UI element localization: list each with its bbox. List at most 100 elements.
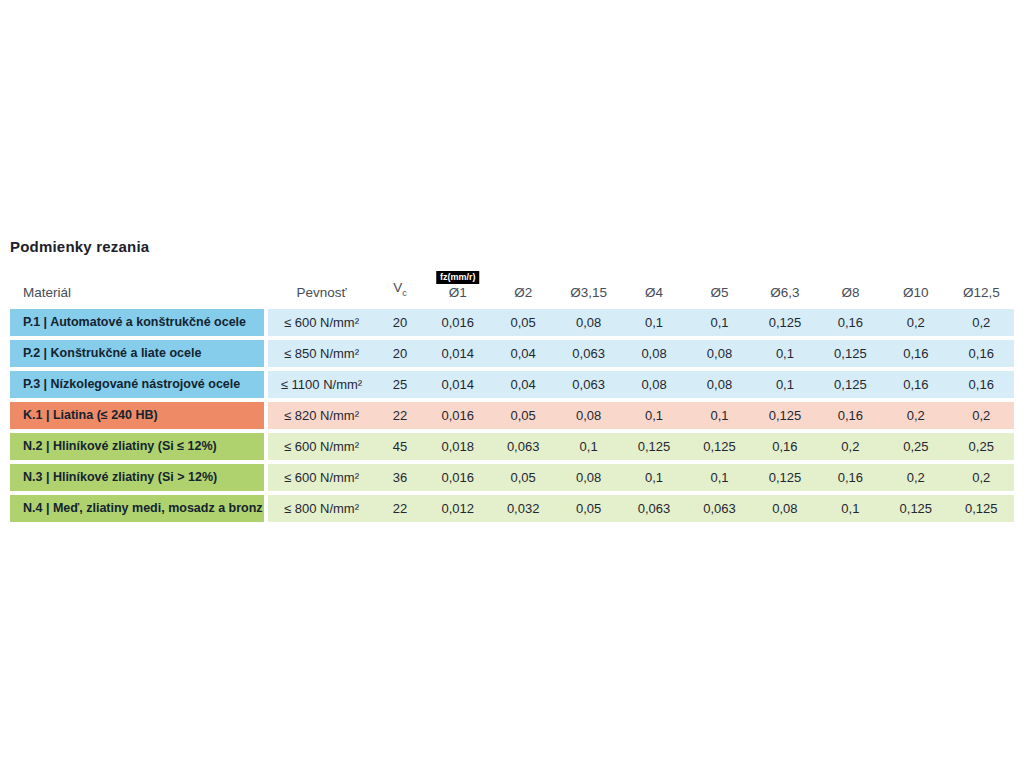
fz-cell: 0,2 <box>949 408 1014 423</box>
fz-cell: 0,08 <box>687 377 752 392</box>
table-row: N.2 | Hliníkové zliatiny (Si ≤ 12%) ≤ 60… <box>10 433 1014 460</box>
fz-cell: 0,16 <box>752 439 817 454</box>
fz-cell: 0,05 <box>556 501 621 516</box>
pevnost-cell: ≤ 1100 N/mm² <box>268 377 375 392</box>
fz-cell: 0,125 <box>883 501 948 516</box>
col-header-d3: Ø3,15 <box>556 285 621 301</box>
fz-cell: 0,04 <box>490 346 555 361</box>
fz-cell: 0,2 <box>883 315 948 330</box>
fz-cell: 0,012 <box>425 501 490 516</box>
col-header-d6: Ø6,3 <box>752 285 817 301</box>
fz-cell: 0,25 <box>883 439 948 454</box>
fz-cell: 0,08 <box>556 470 621 485</box>
fz-cell: 0,125 <box>818 377 883 392</box>
fz-cell: 0,16 <box>818 408 883 423</box>
fz-cell: 0,063 <box>556 346 621 361</box>
col-header-pevnost: Pevnosť <box>268 285 375 301</box>
fz-cell: 0,063 <box>556 377 621 392</box>
fz-cell: 0,125 <box>818 346 883 361</box>
col-header-d5: Ø5 <box>687 285 752 301</box>
vc-cell: 22 <box>375 408 425 423</box>
material-cell: P.1 | Automatové a konštrukčné ocele <box>10 309 268 336</box>
fz-cell: 0,05 <box>490 470 555 485</box>
col-header-d4: Ø4 <box>621 285 686 301</box>
fz-cell: 0,16 <box>818 315 883 330</box>
fz-unit-badge: fz(mm/r) <box>436 271 480 284</box>
fz-cell: 0,014 <box>425 346 490 361</box>
table-row: P.1 | Automatové a konštrukčné ocele ≤ 6… <box>10 309 1014 336</box>
fz-cell: 0,16 <box>949 346 1014 361</box>
page: Podmienky rezania Materiál Pevnosť Vc fz… <box>0 0 1024 768</box>
col-header-material: Materiál <box>10 285 268 301</box>
fz-cell: 0,04 <box>490 377 555 392</box>
table-row: N.4 | Meď, zliatiny medi, mosadz a bronz… <box>10 495 1014 522</box>
fz-cell: 0,2 <box>949 315 1014 330</box>
cutting-conditions-table: Materiál Pevnosť Vc fz(mm/r) Ø1 Ø2 Ø3,15… <box>10 262 1014 526</box>
fz-cell: 0,125 <box>949 501 1014 516</box>
fz-cell: 0,016 <box>425 408 490 423</box>
fz-cell: 0,2 <box>883 470 948 485</box>
material-cell: N.4 | Meď, zliatiny medi, mosadz a bronz <box>10 495 268 522</box>
d1-label: Ø1 <box>449 285 467 300</box>
fz-cell: 0,05 <box>490 315 555 330</box>
vc-cell: 36 <box>375 470 425 485</box>
fz-cell: 0,08 <box>621 346 686 361</box>
table-row: K.1 | Liatina (≤ 240 HB) ≤ 820 N/mm² 22 … <box>10 402 1014 429</box>
vc-symbol: V <box>393 280 402 295</box>
col-header-vc: Vc <box>375 280 425 301</box>
col-header-d9: Ø12,5 <box>949 285 1014 301</box>
vc-cell: 20 <box>375 315 425 330</box>
fz-cell: 0,08 <box>556 315 621 330</box>
fz-cell: 0,125 <box>687 439 752 454</box>
fz-cell: 0,1 <box>752 377 817 392</box>
pevnost-cell: ≤ 600 N/mm² <box>268 315 375 330</box>
material-cell: N.3 | Hliníkové zliatiny (Si > 12%) <box>10 464 268 491</box>
fz-cell: 0,1 <box>687 470 752 485</box>
fz-cell: 0,08 <box>687 346 752 361</box>
fz-cell: 0,2 <box>883 408 948 423</box>
fz-cell: 0,032 <box>490 501 555 516</box>
fz-cell: 0,16 <box>883 346 948 361</box>
fz-cell: 0,125 <box>752 408 817 423</box>
vc-cell: 45 <box>375 439 425 454</box>
vc-cell: 22 <box>375 501 425 516</box>
fz-cell: 0,1 <box>621 408 686 423</box>
fz-cell: 0,16 <box>949 377 1014 392</box>
fz-cell: 0,1 <box>621 470 686 485</box>
material-cell: K.1 | Liatina (≤ 240 HB) <box>10 402 268 429</box>
fz-cell: 0,08 <box>556 408 621 423</box>
fz-cell: 0,08 <box>621 377 686 392</box>
vc-cell: 20 <box>375 346 425 361</box>
table-row: P.2 | Konštrukčné a liate ocele ≤ 850 N/… <box>10 340 1014 367</box>
table-row: N.3 | Hliníkové zliatiny (Si > 12%) ≤ 60… <box>10 464 1014 491</box>
pevnost-cell: ≤ 600 N/mm² <box>268 470 375 485</box>
vc-cell: 25 <box>375 377 425 392</box>
fz-cell: 0,063 <box>687 501 752 516</box>
fz-cell: 0,016 <box>425 315 490 330</box>
fz-cell: 0,16 <box>818 470 883 485</box>
fz-cell: 0,1 <box>752 346 817 361</box>
vc-subscript: c <box>402 288 407 298</box>
material-cell: P.2 | Konštrukčné a liate ocele <box>10 340 268 367</box>
fz-cell: 0,1 <box>687 408 752 423</box>
pevnost-cell: ≤ 800 N/mm² <box>268 501 375 516</box>
table-header-row: Materiál Pevnosť Vc fz(mm/r) Ø1 Ø2 Ø3,15… <box>10 262 1014 301</box>
col-header-d2: Ø2 <box>490 285 555 301</box>
material-cell: P.3 | Nízkolegované nástrojové ocele <box>10 371 268 398</box>
fz-cell: 0,063 <box>490 439 555 454</box>
pevnost-cell: ≤ 600 N/mm² <box>268 439 375 454</box>
pevnost-cell: ≤ 820 N/mm² <box>268 408 375 423</box>
fz-cell: 0,016 <box>425 470 490 485</box>
pevnost-cell: ≤ 850 N/mm² <box>268 346 375 361</box>
fz-cell: 0,125 <box>752 470 817 485</box>
material-cell: N.2 | Hliníkové zliatiny (Si ≤ 12%) <box>10 433 268 460</box>
fz-cell: 0,2 <box>949 470 1014 485</box>
fz-cell: 0,063 <box>621 501 686 516</box>
col-header-d1: fz(mm/r) Ø1 <box>425 285 490 301</box>
col-header-d7: Ø8 <box>818 285 883 301</box>
table-row: P.3 | Nízkolegované nástrojové ocele ≤ 1… <box>10 371 1014 398</box>
fz-cell: 0,1 <box>556 439 621 454</box>
page-title: Podmienky rezania <box>10 238 149 255</box>
fz-cell: 0,125 <box>752 315 817 330</box>
fz-cell: 0,014 <box>425 377 490 392</box>
